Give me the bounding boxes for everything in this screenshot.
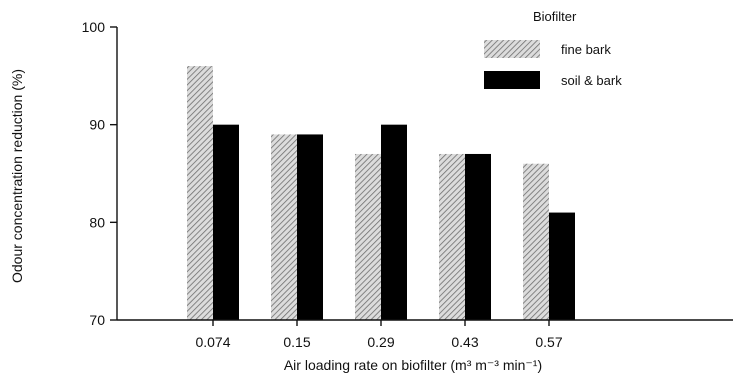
x-ticks: 0.074 0.15 0.29 0.43 0.57: [195, 320, 563, 350]
bars-layer: [187, 66, 575, 321]
legend-swatch-soil-bark: [484, 71, 540, 89]
legend-label-soil-bark: soil & bark: [561, 73, 622, 88]
bar-soil-bark-2: [381, 124, 407, 321]
bar-fine-bark-4: [523, 163, 549, 320]
x-tick-label: 0.074: [195, 334, 230, 350]
bar-soil-bark-0: [213, 124, 239, 321]
x-axis-title: Air loading rate on biofilter (m³ m⁻³ mi…: [284, 357, 542, 373]
y-axis-title: Odour concentration reduction (%): [9, 69, 25, 283]
legend-label-fine-bark: fine bark: [561, 42, 611, 57]
bar-fine-bark-3: [439, 153, 465, 320]
bar-fine-bark-1: [271, 134, 297, 320]
y-ticks: 70 80 90 100: [82, 19, 117, 328]
x-tick-label: 0.15: [283, 334, 310, 350]
y-tick-label: 90: [89, 117, 105, 133]
bar-soil-bark-4: [549, 212, 575, 320]
bar-soil-bark-3: [465, 153, 491, 320]
bar-soil-bark-1: [297, 134, 323, 320]
legend-swatch-fine-bark: [484, 40, 540, 58]
legend-title: Biofilter: [533, 9, 577, 24]
x-tick-label: 0.29: [367, 334, 394, 350]
bar-fine-bark-0: [187, 66, 213, 320]
x-tick-label: 0.43: [451, 334, 478, 350]
bar-fine-bark-2: [355, 153, 381, 320]
legend: Biofilter fine bark soil & bark: [484, 9, 622, 89]
x-tick-label: 0.57: [535, 334, 562, 350]
y-tick-label: 80: [89, 214, 105, 230]
y-tick-label: 100: [82, 19, 106, 35]
y-tick-label: 70: [89, 312, 105, 328]
